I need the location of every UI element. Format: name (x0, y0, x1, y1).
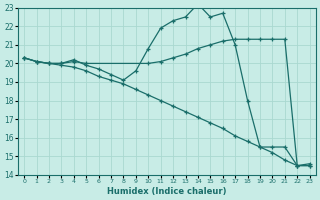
X-axis label: Humidex (Indice chaleur): Humidex (Indice chaleur) (107, 187, 227, 196)
